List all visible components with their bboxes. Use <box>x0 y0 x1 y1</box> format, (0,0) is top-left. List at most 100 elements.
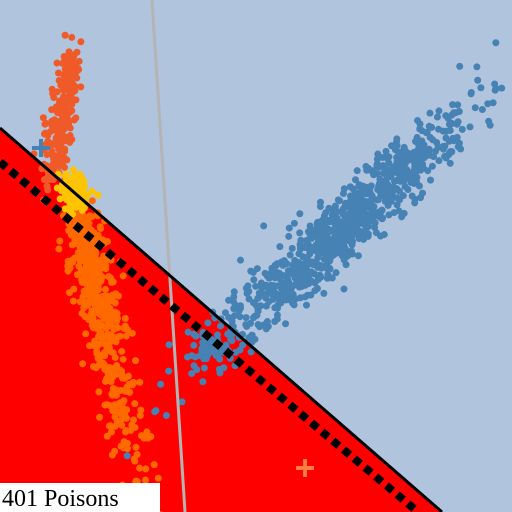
point <box>245 334 253 342</box>
point <box>373 160 381 168</box>
point <box>71 87 79 95</box>
point <box>122 332 130 340</box>
point <box>401 183 409 191</box>
point <box>338 233 346 241</box>
point <box>59 136 67 144</box>
point <box>67 231 75 239</box>
point <box>283 260 291 268</box>
point <box>310 228 318 236</box>
poisoned-boundary <box>0 158 421 512</box>
point <box>235 306 243 314</box>
point <box>107 428 115 436</box>
point <box>89 362 97 370</box>
point <box>446 159 454 167</box>
point <box>93 278 101 286</box>
point <box>316 198 324 206</box>
point <box>418 127 426 135</box>
point <box>345 210 353 218</box>
point <box>64 58 72 66</box>
point <box>53 107 61 115</box>
point <box>393 135 401 143</box>
point <box>265 298 273 306</box>
point <box>449 101 457 109</box>
point <box>56 117 64 125</box>
point <box>275 269 283 277</box>
point <box>138 432 146 440</box>
point <box>319 237 327 245</box>
point <box>433 139 441 147</box>
point <box>413 173 421 181</box>
point <box>492 39 500 47</box>
point <box>56 237 64 245</box>
point <box>454 118 462 126</box>
point <box>143 428 151 436</box>
point <box>346 237 354 245</box>
point <box>136 412 144 420</box>
point <box>91 337 99 345</box>
point <box>119 272 127 280</box>
point <box>116 366 124 374</box>
point <box>385 211 393 219</box>
point <box>99 313 107 321</box>
point <box>122 414 130 422</box>
point <box>380 231 388 239</box>
point <box>442 134 450 142</box>
point <box>377 189 385 197</box>
point <box>81 255 89 263</box>
point <box>88 187 96 195</box>
point <box>157 380 165 388</box>
point <box>103 374 111 382</box>
point <box>110 325 118 333</box>
point <box>65 289 73 297</box>
point <box>390 209 398 217</box>
point <box>314 263 322 271</box>
point <box>353 167 361 175</box>
point <box>86 248 94 256</box>
point <box>66 131 74 139</box>
point <box>400 143 408 151</box>
point <box>136 378 144 386</box>
point <box>435 125 443 133</box>
point <box>92 303 100 311</box>
point <box>307 269 315 277</box>
point <box>426 133 434 141</box>
point <box>361 221 369 229</box>
point <box>320 289 328 297</box>
point <box>78 309 86 317</box>
point <box>243 287 251 295</box>
point <box>263 283 271 291</box>
point <box>288 292 296 300</box>
point <box>118 347 126 355</box>
point <box>247 267 255 275</box>
point <box>178 398 186 406</box>
point <box>65 121 73 129</box>
point <box>367 182 375 190</box>
point <box>296 229 304 237</box>
point <box>358 202 366 210</box>
point <box>290 219 298 227</box>
point <box>381 180 389 188</box>
point <box>454 101 462 109</box>
point <box>354 252 362 260</box>
point <box>395 148 403 156</box>
point <box>326 237 334 245</box>
point <box>336 225 344 233</box>
point <box>230 288 238 296</box>
point <box>132 357 140 365</box>
point <box>77 38 85 46</box>
point <box>105 422 113 430</box>
point <box>474 76 482 84</box>
point <box>431 147 439 155</box>
point <box>111 447 119 455</box>
point <box>314 272 322 280</box>
point <box>95 388 103 396</box>
point <box>87 294 95 302</box>
point <box>80 304 88 312</box>
point <box>61 31 69 39</box>
point <box>88 314 96 322</box>
point <box>126 388 134 396</box>
point <box>183 353 191 361</box>
blue-centroid <box>32 139 50 157</box>
point <box>98 293 106 301</box>
